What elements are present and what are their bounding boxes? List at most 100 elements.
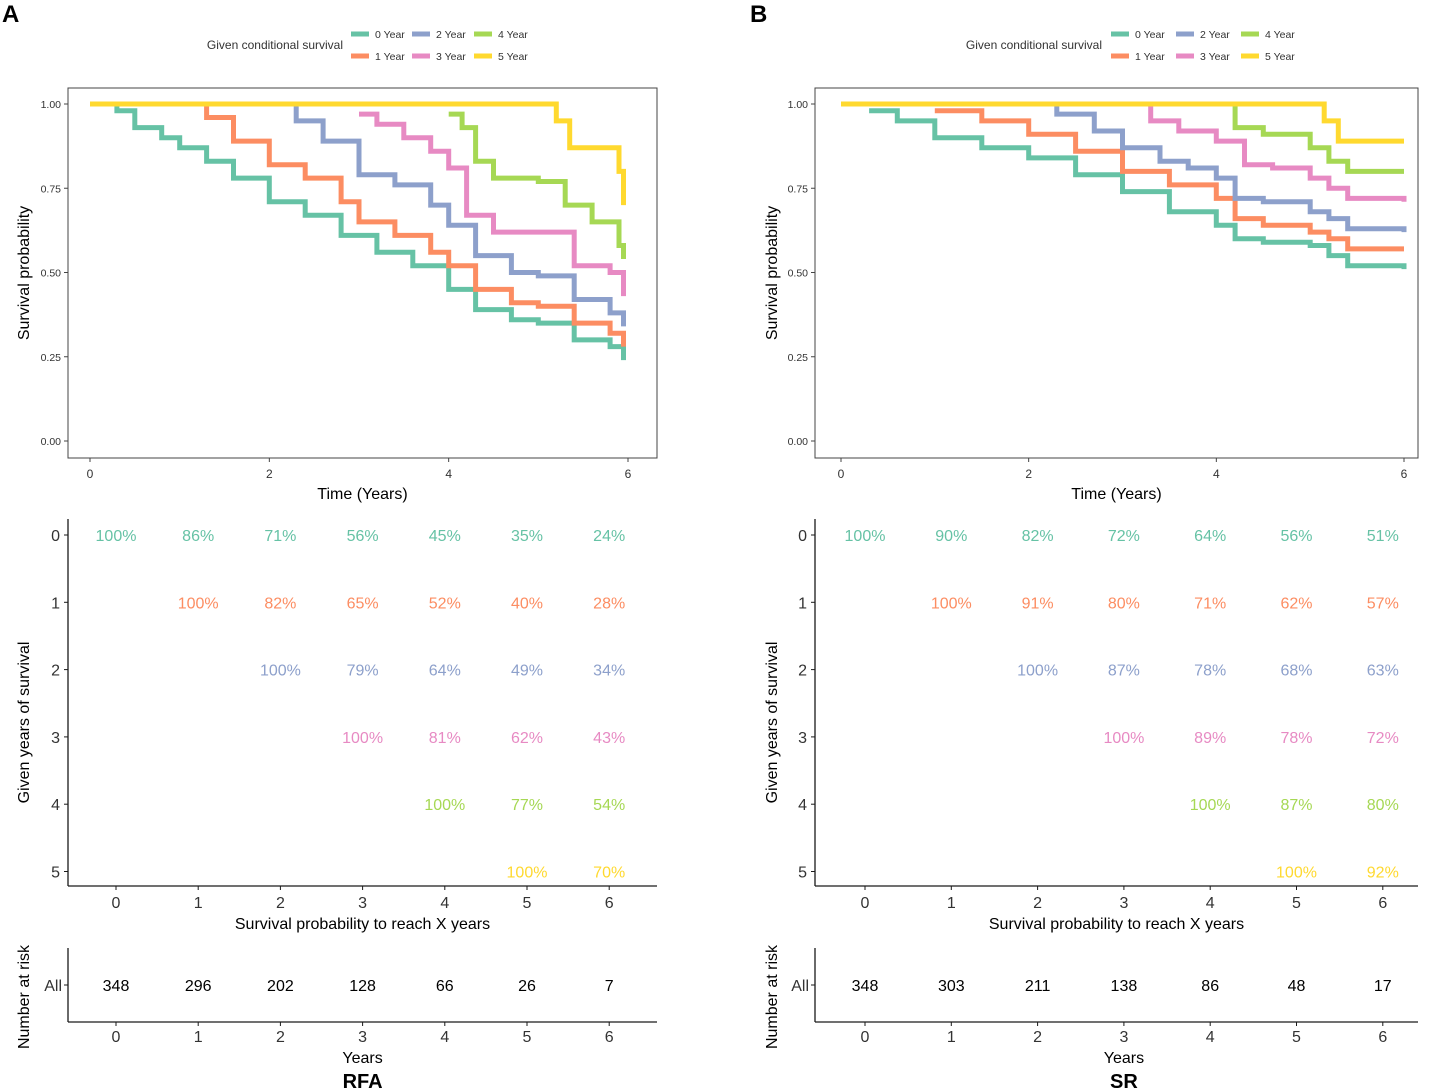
table-cell: 56% (347, 528, 379, 545)
risk-col-label: 5 (1292, 1029, 1301, 1046)
risk-col-label: 3 (1119, 1029, 1128, 1046)
km-curve-4-year (448, 111, 626, 259)
table-cell: 100% (424, 797, 465, 814)
km-curve-2-year (269, 101, 626, 327)
risk-value: 17 (1374, 978, 1392, 995)
row-label: 1 (798, 595, 807, 612)
risk-col-label: 3 (358, 1029, 367, 1046)
risk-y-label: Number at risk (16, 944, 33, 1049)
table-cell: 63% (1367, 663, 1399, 680)
panel-letter: A (2, 1, 19, 28)
row-label: 3 (798, 730, 807, 747)
table-cell: 92% (1367, 865, 1399, 882)
col-label: 1 (947, 895, 956, 912)
row-label: 3 (51, 730, 60, 747)
table-cell: 100% (1190, 797, 1231, 814)
y-axis-label: Survival probability (764, 206, 781, 340)
risk-y-label: Number at risk (764, 944, 781, 1049)
table-y-label: Given years of survival (16, 642, 33, 804)
table-cell: 100% (1017, 663, 1058, 680)
risk-row-label: All (791, 978, 809, 995)
risk-table: All 348 296 202 128 66 26 7 0 1 2 3 4 5 6 Years Number a… (16, 944, 657, 1067)
table-cell: 40% (511, 595, 543, 612)
legend-label: 1 Year (375, 51, 405, 63)
risk-value: 128 (349, 978, 376, 995)
risk-value: 86 (1201, 978, 1219, 995)
table-cell: 100% (342, 730, 383, 747)
table-cell: 56% (1280, 528, 1312, 545)
col-label: 3 (358, 895, 367, 912)
legend-label: 4 Year (1265, 29, 1295, 41)
x-tick-label: 4 (445, 467, 452, 481)
table-x-label: Survival probability to reach X years (989, 916, 1244, 933)
table-cell: 72% (1367, 730, 1399, 747)
table-cell: 82% (1022, 528, 1054, 545)
x-axis-label: Time (Years) (1071, 486, 1161, 503)
table-cell: 100% (1276, 865, 1317, 882)
km-curve-5-year (841, 101, 1404, 144)
x-tick-label: 2 (1025, 467, 1032, 481)
risk-col-label: 4 (1206, 1029, 1215, 1046)
km-curve-0-year (90, 101, 626, 361)
risk-table: All 348 303 211 138 86 48 17 0 1 2 3 4 5 6 Years Number … (764, 944, 1418, 1067)
table-cell: 65% (347, 595, 379, 612)
km-curve-3-year (359, 111, 626, 297)
col-label: 2 (276, 895, 285, 912)
risk-col-label: 2 (276, 1029, 285, 1046)
col-label: 0 (112, 895, 121, 912)
col-label: 6 (1378, 895, 1387, 912)
km-curve-0-year (869, 108, 1407, 270)
x-tick-label: 4 (1213, 467, 1220, 481)
table-cell: 100% (507, 865, 548, 882)
legend-title: Given conditional survival (207, 38, 343, 52)
y-tick-label: 0.50 (41, 268, 62, 280)
risk-col-label: 4 (440, 1029, 449, 1046)
km-curve-2-year (1028, 101, 1407, 233)
table-cell: 78% (1194, 663, 1226, 680)
panel-a: A Given conditional survival 0 Year 1 Year 2… (2, 1, 658, 1091)
col-label: 2 (1033, 895, 1042, 912)
y-tick-label: 0.75 (788, 183, 809, 195)
table-cell: 49% (511, 663, 543, 680)
risk-col-label: 2 (1033, 1029, 1042, 1046)
risk-col-label: 0 (112, 1029, 121, 1046)
legend-label: 5 Year (498, 51, 528, 63)
risk-value: 211 (1025, 978, 1051, 995)
x-tick-label: 2 (266, 467, 273, 481)
risk-col-label: 1 (947, 1029, 956, 1046)
table-y-label: Given years of survival (764, 642, 781, 804)
risk-row-label: All (44, 978, 62, 995)
table-cell: 77% (511, 797, 543, 814)
km-plot: 0.00 0.25 0.50 0.75 1.00 0 2 4 6 Time (Years) Surv… (16, 87, 658, 503)
km-plot-frame (814, 87, 1419, 459)
y-tick-label: 0.25 (788, 352, 809, 364)
risk-value: 7 (605, 978, 614, 995)
table-cell: 80% (1108, 595, 1140, 612)
table-cell: 79% (347, 663, 379, 680)
table-cell: 90% (935, 528, 967, 545)
legend: Given conditional survival 0 Year 1 Year 2 … (207, 29, 528, 63)
table-cell: 64% (429, 663, 461, 680)
risk-value: 303 (938, 978, 965, 995)
table-cell: 100% (96, 528, 137, 545)
km-curve-4-year (1216, 101, 1404, 174)
table-cell: 35% (511, 528, 543, 545)
table-cell: 89% (1194, 730, 1226, 747)
risk-col-label: 0 (861, 1029, 870, 1046)
table-cell: 81% (429, 730, 461, 747)
table-cell: 100% (1103, 730, 1144, 747)
col-label: 3 (1119, 895, 1128, 912)
table-cell: 100% (845, 528, 886, 545)
col-label: 0 (861, 895, 870, 912)
risk-value: 348 (103, 978, 130, 995)
legend-label: 3 Year (1200, 51, 1230, 63)
table-cell: 62% (1280, 595, 1312, 612)
y-axis-label: Survival probability (16, 206, 33, 340)
km-curve-1-year (934, 108, 1404, 252)
table-cell: 45% (429, 528, 461, 545)
row-label: 5 (798, 865, 807, 882)
panel-name: SR (1110, 1071, 1138, 1091)
risk-col-label: 1 (194, 1029, 203, 1046)
km-curve-1-year (179, 101, 626, 347)
col-label: 6 (605, 895, 614, 912)
